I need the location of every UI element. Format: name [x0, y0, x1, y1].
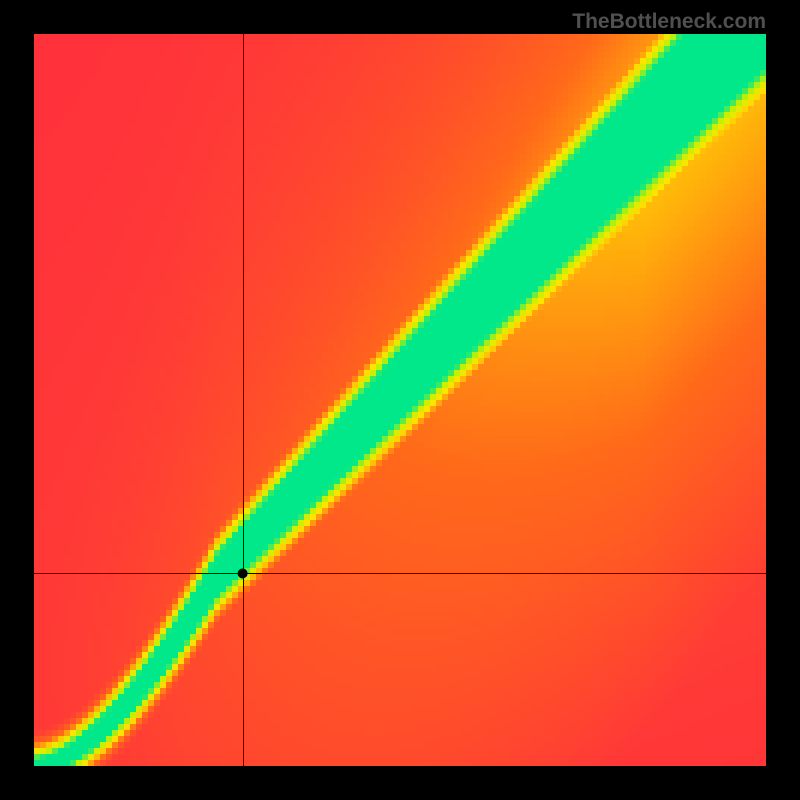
watermark-text: TheBottleneck.com [572, 10, 766, 34]
bottleneck-heatmap [0, 0, 800, 800]
